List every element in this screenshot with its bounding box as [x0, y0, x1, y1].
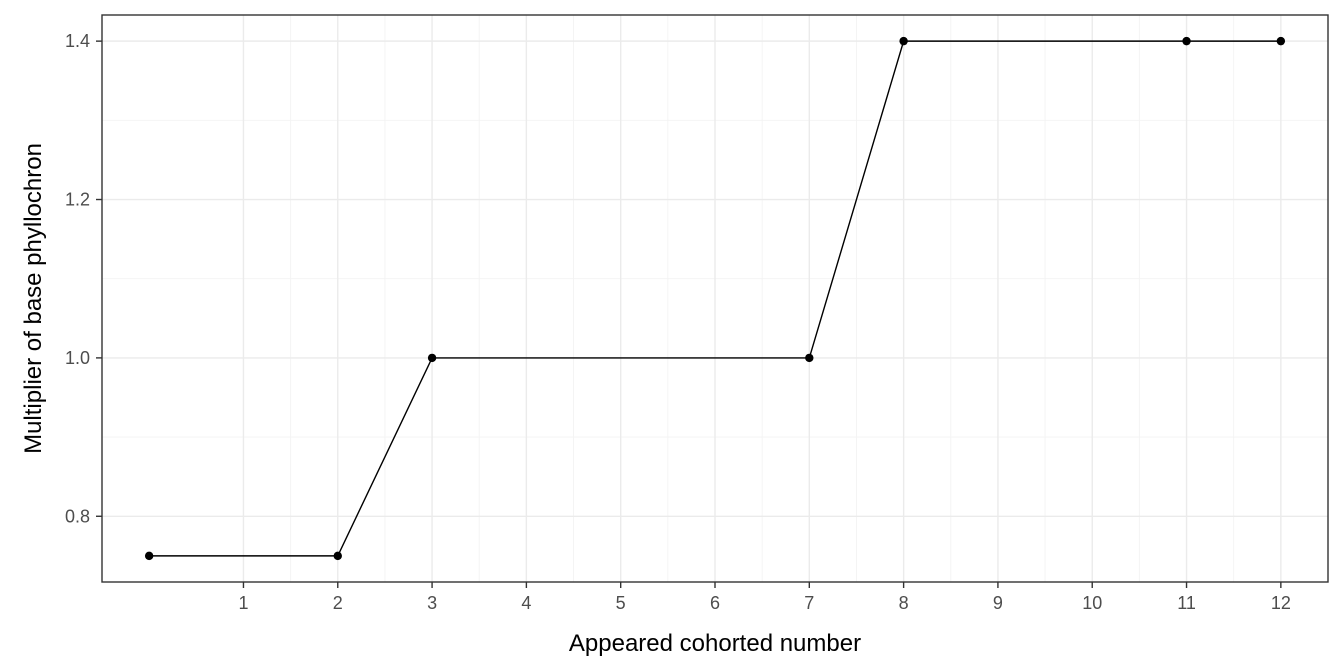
y-tick-label: 1.2: [65, 190, 90, 210]
x-axis-title: Appeared cohorted number: [569, 630, 861, 657]
x-tick-label: 10: [1082, 593, 1102, 613]
y-tick-label: 1.4: [65, 31, 90, 51]
data-point: [899, 36, 908, 46]
y-tick-label: 0.8: [65, 506, 90, 526]
data-point: [1182, 36, 1191, 46]
x-tick-label: 3: [427, 593, 437, 613]
grid-layer: [102, 15, 1328, 582]
data-point: [1276, 36, 1286, 46]
data-point: [805, 353, 814, 363]
x-tick-label: 5: [616, 593, 626, 613]
x-tick-label: 9: [993, 593, 1003, 613]
axis-layer: 1 2 3 4 5 6 7 8 9 10 11 120.81.01.21.4: [65, 31, 1291, 613]
x-tick-label: 6: [710, 593, 720, 613]
x-tick-label: 4: [521, 593, 531, 613]
x-tick-label: 7: [804, 593, 814, 613]
x-tick-label: 1: [238, 593, 248, 613]
x-tick-label: 2: [333, 593, 343, 613]
data-point: [427, 353, 437, 363]
data-point: [333, 551, 342, 561]
x-tick-label: 8: [899, 593, 909, 613]
y-axis-title: Multiplier of base phyllochron: [20, 143, 47, 454]
series-layer: [144, 36, 1286, 561]
x-tick-label: 12: [1271, 593, 1291, 613]
x-tick-label: 11: [1177, 593, 1196, 613]
y-tick-label: 1.0: [65, 348, 90, 368]
data-point: [144, 551, 154, 561]
